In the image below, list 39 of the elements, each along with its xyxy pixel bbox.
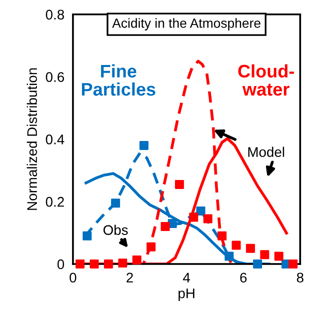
point xyxy=(274,252,284,261)
y-tick-label: 0.6 xyxy=(46,72,64,82)
annotation: Fine Particles xyxy=(82,64,156,96)
y-tick-label: 0.2 xyxy=(46,196,64,207)
y-tick-label: 0.4 xyxy=(46,134,64,144)
x-axis-title: pH xyxy=(178,288,194,302)
annotation: Cloud- water xyxy=(238,64,294,96)
point xyxy=(253,260,262,268)
point xyxy=(189,212,198,222)
point xyxy=(246,244,255,253)
point xyxy=(82,231,92,240)
point xyxy=(139,140,148,150)
point xyxy=(218,231,227,240)
y-tick-label: 0.8 xyxy=(46,10,64,20)
x-tick-label: 2 xyxy=(126,272,133,282)
point xyxy=(203,214,212,224)
point xyxy=(260,250,270,260)
point xyxy=(76,260,85,268)
point xyxy=(174,180,184,189)
point xyxy=(104,260,113,268)
x-tick-label: 0 xyxy=(70,272,76,283)
point xyxy=(118,258,128,268)
point xyxy=(232,240,241,250)
annotation: Obs xyxy=(103,224,128,235)
annotation: Model xyxy=(248,146,284,157)
y-axis-title: Normalized Distribution xyxy=(26,68,38,210)
point xyxy=(288,260,298,268)
point xyxy=(132,255,142,264)
x-tick-label: 4 xyxy=(183,272,190,282)
x-tick-label: 6 xyxy=(240,272,247,283)
point xyxy=(224,252,234,261)
point xyxy=(146,242,156,252)
point xyxy=(90,260,99,268)
point xyxy=(196,206,206,216)
point xyxy=(160,222,170,232)
x-tick-label: 8 xyxy=(296,272,304,283)
chart-title: Acidity in the Atmosphere xyxy=(112,18,260,30)
y-tick-label: 0 xyxy=(57,259,64,270)
point xyxy=(111,198,120,208)
